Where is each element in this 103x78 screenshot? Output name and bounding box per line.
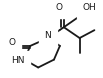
Text: HN: HN [11, 56, 24, 65]
Text: O: O [8, 38, 15, 47]
Text: N: N [44, 31, 51, 40]
Text: OH: OH [83, 3, 96, 12]
Text: O: O [55, 3, 62, 12]
